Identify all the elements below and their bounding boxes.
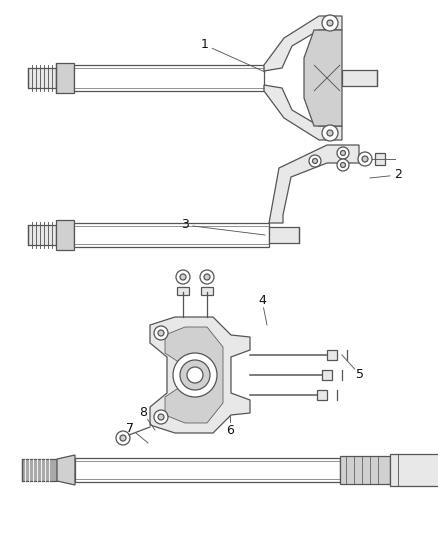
Circle shape (116, 431, 130, 445)
Circle shape (180, 360, 210, 390)
Circle shape (340, 163, 346, 167)
Bar (390, 454, 438, 486)
Circle shape (309, 155, 321, 167)
Text: 5: 5 (356, 368, 364, 382)
Text: 2: 2 (394, 168, 402, 182)
Bar (56, 63, 74, 93)
Bar (327, 350, 337, 360)
Circle shape (337, 147, 349, 159)
Circle shape (340, 150, 346, 156)
Text: 3: 3 (181, 219, 189, 231)
Bar (322, 370, 332, 380)
Bar (317, 390, 327, 400)
Polygon shape (304, 30, 342, 126)
Bar (201, 287, 213, 295)
Bar (375, 153, 385, 165)
Circle shape (327, 20, 333, 26)
Text: 1: 1 (201, 38, 209, 52)
Circle shape (327, 130, 333, 136)
Circle shape (187, 367, 203, 383)
Circle shape (358, 152, 372, 166)
Circle shape (200, 270, 214, 284)
Circle shape (322, 125, 338, 141)
Bar (28, 68, 56, 88)
Bar (74, 65, 264, 91)
Bar (269, 227, 299, 243)
Text: 7: 7 (126, 422, 134, 434)
Bar (342, 70, 377, 86)
Polygon shape (264, 16, 342, 71)
Circle shape (312, 158, 318, 164)
Circle shape (158, 414, 164, 420)
Bar (74, 223, 269, 247)
Circle shape (176, 270, 190, 284)
Circle shape (120, 435, 126, 441)
Circle shape (362, 156, 368, 162)
Bar (177, 287, 189, 295)
Polygon shape (165, 327, 223, 423)
Text: 6: 6 (226, 424, 234, 437)
Bar (75, 458, 340, 482)
Circle shape (322, 15, 338, 31)
Text: 4: 4 (258, 294, 266, 306)
Bar (22, 459, 57, 481)
Polygon shape (269, 145, 359, 223)
Bar (340, 456, 390, 484)
Bar (56, 220, 74, 250)
Text: 8: 8 (139, 407, 147, 419)
Circle shape (204, 274, 210, 280)
Polygon shape (57, 455, 75, 485)
Polygon shape (150, 317, 250, 433)
Circle shape (173, 353, 217, 397)
Circle shape (180, 274, 186, 280)
Circle shape (337, 159, 349, 171)
Circle shape (154, 410, 168, 424)
Bar (28, 225, 56, 245)
Polygon shape (264, 85, 342, 140)
Circle shape (158, 330, 164, 336)
Circle shape (154, 326, 168, 340)
